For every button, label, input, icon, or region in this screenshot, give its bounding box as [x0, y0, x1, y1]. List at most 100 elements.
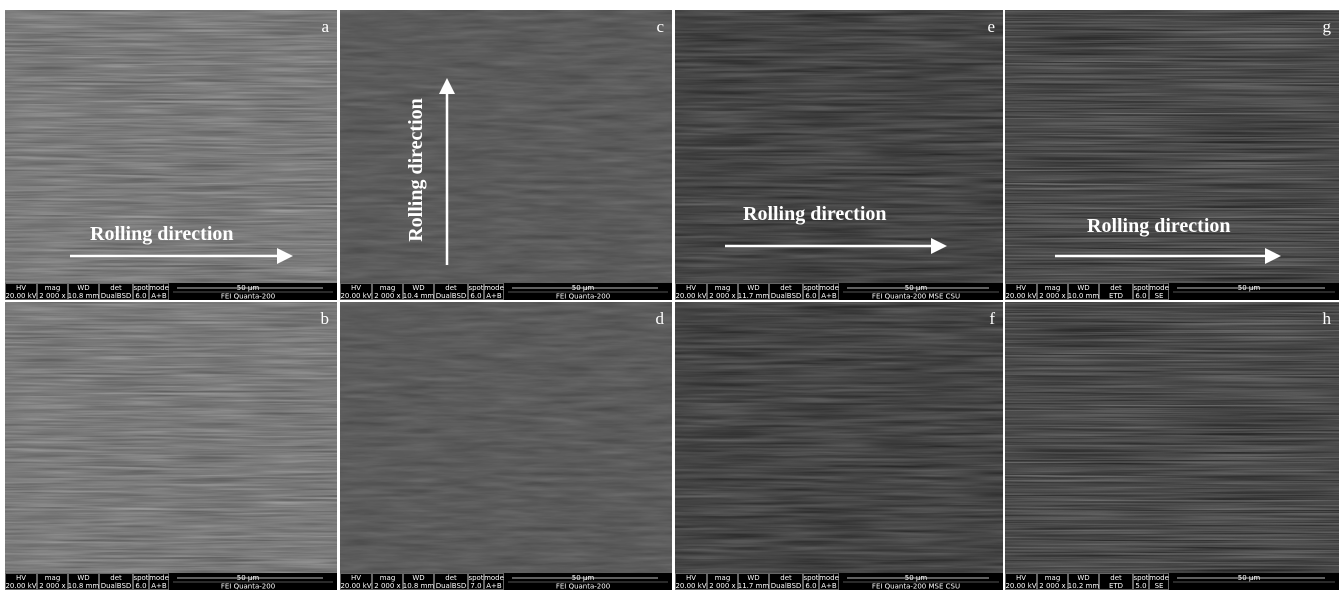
panel-label: f: [989, 309, 995, 328]
info-header: mag: [380, 574, 396, 582]
instrument: FEI Quanta-200: [221, 293, 275, 301]
panel-label: b: [321, 309, 330, 328]
annotation: Rolling direction: [1087, 215, 1231, 237]
info-value: DualBSD: [436, 582, 467, 590]
info-value: 10.2 mm: [1068, 582, 1100, 590]
info-value: A+B: [151, 582, 167, 590]
info-value: 6.0: [135, 292, 146, 300]
info-value: 2 000 x: [1039, 582, 1065, 590]
info-value: 10.8 mm: [403, 582, 435, 590]
info-value: 6.0: [805, 292, 816, 300]
info-value: ETD: [1109, 582, 1123, 590]
info-header: mag: [45, 284, 61, 292]
info-value: 6.0: [470, 292, 481, 300]
info-header: HV: [351, 574, 361, 582]
info-header: mag: [715, 574, 731, 582]
info-header: WD: [747, 574, 759, 582]
micrograph: [340, 302, 672, 573]
info-header: det: [110, 574, 122, 582]
info-header: WD: [412, 284, 424, 292]
instrument: FEI Quanta-200: [556, 293, 610, 301]
info-header: HV: [1016, 574, 1026, 582]
info-value: 2 000 x: [39, 582, 65, 590]
info-value: ETD: [1109, 292, 1123, 300]
info-header: HV: [351, 284, 361, 292]
panel-label: g: [1323, 17, 1332, 36]
info-value: 2 000 x: [1039, 292, 1065, 300]
info-header: spot: [468, 574, 483, 582]
info-header: HV: [16, 284, 26, 292]
info-value: 10.0 mm: [1068, 292, 1100, 300]
annotation: Rolling direction: [743, 203, 887, 225]
info-value: A+B: [821, 582, 837, 590]
info-header: WD: [412, 574, 424, 582]
info-value: SE: [1155, 292, 1164, 300]
info-header: mag: [715, 284, 731, 292]
info-value: 5.0: [1135, 582, 1146, 590]
info-header: mode: [484, 574, 504, 582]
info-header: det: [1110, 284, 1122, 292]
info-value: DualBSD: [436, 292, 467, 300]
info-value: 6.0: [1135, 292, 1146, 300]
info-value: 2 000 x: [709, 292, 735, 300]
info-value: 20.00 kV: [1005, 292, 1036, 300]
micrograph: [5, 302, 337, 573]
micrograph: [340, 10, 672, 283]
micrograph: [1005, 302, 1339, 573]
info-value: 2 000 x: [374, 582, 400, 590]
figure: aRolling directionHV20.00 kVmag2 000 xWD…: [0, 0, 1343, 590]
info-value: A+B: [486, 582, 502, 590]
info-header: mode: [819, 574, 839, 582]
info-header: spot: [1133, 284, 1148, 292]
info-header: mode: [149, 284, 169, 292]
info-header: WD: [747, 284, 759, 292]
info-header: mag: [380, 284, 396, 292]
info-header: HV: [686, 284, 696, 292]
annotation: Rolling direction: [90, 223, 234, 245]
panel-label: a: [321, 17, 329, 36]
info-header: spot: [803, 284, 818, 292]
info-value: 2 000 x: [374, 292, 400, 300]
info-header: HV: [16, 574, 26, 582]
info-value: 20.00 kV: [5, 582, 36, 590]
info-value: 10.8 mm: [68, 582, 100, 590]
info-header: HV: [1016, 284, 1026, 292]
info-value: 10.8 mm: [68, 292, 100, 300]
info-header: det: [780, 284, 792, 292]
info-value: A+B: [151, 292, 167, 300]
info-value: 2 000 x: [709, 582, 735, 590]
info-value: 20.00 kV: [340, 582, 371, 590]
info-header: spot: [803, 574, 818, 582]
info-value: 20.00 kV: [340, 292, 371, 300]
panel-label: c: [656, 17, 664, 36]
info-header: det: [445, 574, 457, 582]
info-header: mode: [1149, 574, 1169, 582]
info-header: spot: [1133, 574, 1148, 582]
panel-label: h: [1323, 309, 1332, 328]
info-value: 10.4 mm: [403, 292, 435, 300]
info-header: WD: [1077, 574, 1089, 582]
info-value: DualBSD: [101, 292, 132, 300]
info-value: 11.7 mm: [738, 292, 770, 300]
info-value: 20.00 kV: [675, 582, 706, 590]
info-header: mag: [1045, 284, 1061, 292]
info-header: WD: [77, 574, 89, 582]
info-value: DualBSD: [771, 292, 802, 300]
info-value: 20.00 kV: [675, 292, 706, 300]
info-header: spot: [133, 574, 148, 582]
info-value: DualBSD: [101, 582, 132, 590]
micrograph: [675, 302, 1003, 573]
instrument: FEI Quanta-200: [221, 583, 275, 590]
info-value: 20.00 kV: [5, 292, 36, 300]
info-value: 20.00 kV: [1005, 582, 1036, 590]
micrograph: [1005, 10, 1339, 283]
info-header: mode: [484, 284, 504, 292]
info-header: mode: [1149, 284, 1169, 292]
